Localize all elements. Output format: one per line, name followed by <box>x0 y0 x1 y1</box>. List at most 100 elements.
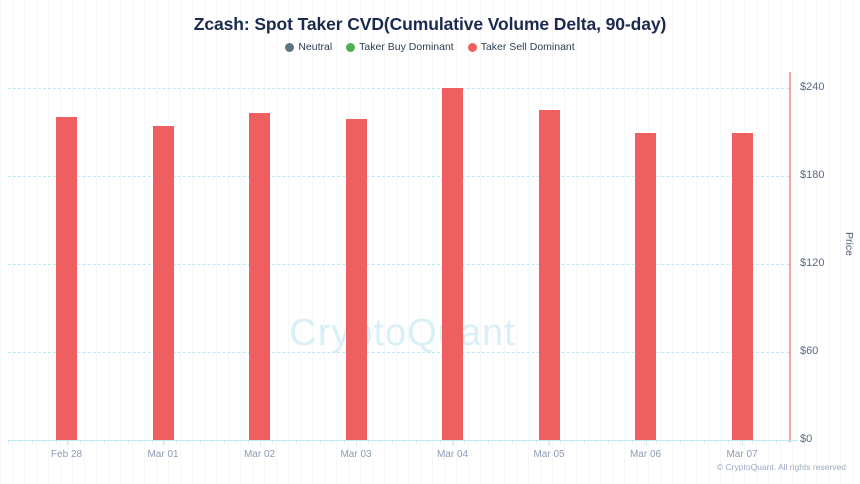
x-axis-minor-tick <box>320 441 321 444</box>
y-axis-tick-label: $180 <box>800 169 825 181</box>
legend-item-taker-buy-dominant[interactable]: Taker Buy Dominant <box>346 41 454 53</box>
x-axis-minor-tick <box>284 441 285 444</box>
x-axis-minor-tick <box>128 441 129 444</box>
x-axis-minor-tick <box>44 441 45 444</box>
x-axis-tick-mark <box>549 441 550 446</box>
bar[interactable] <box>345 118 367 440</box>
x-axis-tick-label: Feb 28 <box>50 449 83 460</box>
bar[interactable] <box>731 133 753 440</box>
legend-item-taker-sell-dominant[interactable]: Taker Sell Dominant <box>467 41 575 53</box>
x-axis-minor-tick <box>248 441 249 444</box>
x-axis-tick-label: Mar 06 <box>629 449 662 460</box>
x-axis-minor-tick <box>356 441 357 444</box>
x-axis-minor-tick <box>380 441 381 444</box>
bar[interactable] <box>152 126 174 440</box>
x-axis-minor-tick <box>716 441 717 444</box>
x-axis-tick-label: Mar 02 <box>243 449 276 460</box>
x-axis-minor-tick <box>404 441 405 444</box>
x-axis-minor-tick <box>164 441 165 444</box>
x-axis-minor-tick <box>476 441 477 444</box>
x-axis-minor-tick <box>584 441 585 444</box>
x-axis-minor-tick <box>644 441 645 444</box>
x-axis-minor-tick <box>548 441 549 444</box>
y-axis-title: Price <box>843 232 855 256</box>
y-axis-tick-label: $120 <box>800 257 825 269</box>
x-axis-minor-tick <box>524 441 525 444</box>
x-axis-tick-label: Mar 01 <box>147 449 179 460</box>
x-axis-minor-tick <box>560 441 561 444</box>
x-axis-minor-tick <box>704 441 705 444</box>
y-axis-tick-label: $0 <box>800 433 813 445</box>
x-axis-minor-tick <box>416 441 417 444</box>
bar[interactable] <box>442 88 463 440</box>
x-axis-minor-tick <box>692 441 693 444</box>
x-axis-minor-tick <box>368 441 369 444</box>
legend-label: Taker Buy Dominant <box>359 41 454 53</box>
legend-label: Taker Sell Dominant <box>480 41 575 53</box>
x-axis-tick-label: Mar 03 <box>340 449 372 460</box>
x-axis-minor-tick <box>656 441 657 444</box>
x-axis-minor-tick <box>452 441 453 444</box>
x-axis-minor-tick <box>296 441 297 444</box>
x-axis-minor-tick <box>572 441 573 444</box>
x-axis-minor-tick <box>224 441 225 444</box>
y-axis-tick-label: $60 <box>800 345 819 357</box>
x-axis-minor-tick <box>740 441 741 444</box>
x-axis-minor-tick <box>104 441 105 444</box>
gridline <box>8 88 789 89</box>
x-axis-minor-tick <box>332 441 333 444</box>
legend-label: Neutral <box>298 41 333 53</box>
x-axis-minor-tick <box>488 441 489 444</box>
x-axis-minor-tick <box>392 441 393 444</box>
x-axis-minor-tick <box>608 441 609 444</box>
x-axis-minor-tick <box>620 441 621 444</box>
circle-icon <box>346 42 356 52</box>
x-axis-minor-tick <box>212 441 213 444</box>
x-axis-line <box>8 440 798 441</box>
bar[interactable] <box>56 117 77 440</box>
x-axis-minor-tick <box>236 441 237 444</box>
gridline <box>8 352 789 353</box>
x-axis-minor-tick <box>788 441 789 444</box>
chart-title: Zcash: Spot Taker CVD(Cumulative Volume … <box>193 14 667 34</box>
x-axis-minor-tick <box>152 441 153 444</box>
gridline <box>8 176 789 177</box>
x-axis-minor-tick <box>272 441 273 444</box>
x-axis-minor-tick <box>512 441 513 444</box>
bar[interactable] <box>635 133 656 440</box>
x-axis-minor-tick <box>752 441 753 444</box>
x-axis-minor-tick <box>500 441 501 444</box>
x-axis-tick-label: Mar 07 <box>726 449 758 460</box>
bar[interactable] <box>249 112 270 440</box>
x-axis-minor-tick <box>596 441 597 444</box>
bar[interactable] <box>538 110 560 440</box>
x-axis-tick-mark <box>163 441 164 446</box>
x-axis-minor-tick <box>20 441 21 444</box>
x-axis-minor-tick <box>200 441 201 444</box>
x-axis-minor-tick <box>140 441 141 444</box>
x-axis-minor-tick <box>464 441 465 444</box>
x-axis-minor-tick <box>56 441 57 444</box>
x-axis-minor-tick <box>440 441 441 444</box>
x-axis-minor-tick <box>80 441 81 444</box>
x-axis-minor-tick <box>764 441 765 444</box>
watermark: CryptoQuant <box>289 312 516 354</box>
x-axis-minor-tick <box>428 441 429 444</box>
x-axis-tick-label: Mar 05 <box>533 449 565 460</box>
x-axis-minor-tick <box>776 441 777 444</box>
x-axis-minor-tick <box>680 441 681 444</box>
circle-icon <box>467 42 477 52</box>
plot-area: CryptoQuant <box>8 88 789 441</box>
legend-item-neutral[interactable]: Neutral <box>285 41 332 53</box>
x-axis-minor-tick <box>668 441 669 444</box>
x-axis-minor-tick <box>188 441 189 444</box>
x-axis-tick-label: Mar 04 <box>436 449 469 460</box>
y-axis-tick-label: $240 <box>800 81 825 93</box>
y-axis-line <box>789 72 791 442</box>
gridline <box>8 264 789 265</box>
circle-icon <box>285 42 295 52</box>
x-axis-minor-tick <box>8 441 9 444</box>
x-axis-minor-tick <box>92 441 93 444</box>
x-axis-minor-tick <box>308 441 309 444</box>
chart-legend: Neutral Taker Buy Dominant Taker Sell Do… <box>0 41 860 53</box>
